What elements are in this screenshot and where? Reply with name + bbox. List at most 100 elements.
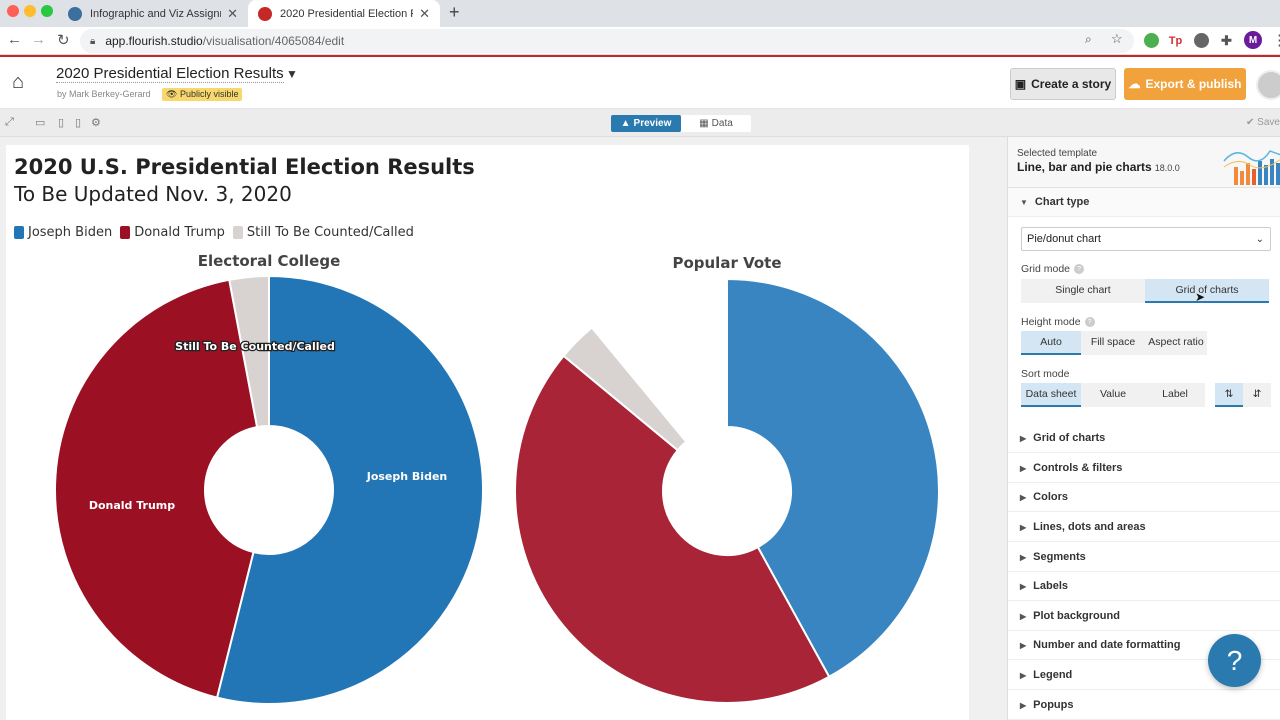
back-icon[interactable]: ←: [7, 31, 22, 48]
grid-mode-grid-of-charts[interactable]: Grid of charts: [1145, 279, 1269, 303]
caret-right-icon: ▶: [1020, 581, 1027, 591]
legend-label: Joseph Biden: [28, 225, 113, 240]
section-popups[interactable]: ▶ Popups: [1008, 691, 1280, 720]
document-title[interactable]: 2020 Presidential Election Results: [56, 65, 284, 83]
section-colors[interactable]: ▶ Colors: [1008, 483, 1280, 512]
help-icon[interactable]: ?: [1074, 264, 1085, 274]
zoom-icon[interactable]: ⌕: [1085, 32, 1092, 46]
extension-icon[interactable]: [1144, 33, 1159, 48]
extension-icon[interactable]: [1194, 33, 1209, 48]
extension-tp-icon[interactable]: Tp: [1168, 34, 1183, 47]
chart-type-value: Pie/donut chart: [1027, 233, 1101, 245]
legend-item-trump[interactable]: Donald Trump: [120, 225, 225, 240]
section-label: Lines, dots and areas: [1033, 521, 1146, 533]
section-lines-dots-and-areas[interactable]: ▶ Lines, dots and areas: [1008, 513, 1280, 542]
height-mode-aspect-ratio[interactable]: Aspect ratio: [1145, 331, 1207, 355]
pie-chart-title: Popular Vote: [672, 254, 781, 272]
forward-icon[interactable]: →: [31, 31, 46, 48]
url-host: app.flourish.studio: [105, 34, 203, 48]
section-segments[interactable]: ▶ Segments: [1008, 543, 1280, 572]
sort-mode-data-sheet[interactable]: Data sheet: [1021, 383, 1081, 407]
section-label: Labels: [1033, 580, 1069, 592]
desktop-view-icon[interactable]: ▭: [35, 117, 46, 129]
help-icon[interactable]: ?: [1084, 317, 1095, 327]
url-path: /visualisation/4065084/edit: [202, 34, 345, 48]
legend-item-uncalled[interactable]: Still To Be Counted/Called: [232, 225, 414, 240]
cloud-upload-icon: ☁: [1128, 77, 1141, 91]
height-mode-label: Height mode ?: [1021, 316, 1095, 328]
create-story-label: Create a story: [1031, 77, 1112, 91]
template-info[interactable]: Selected template Line, bar and pie char…: [1008, 137, 1280, 188]
eye-icon: 👁︎: [166, 89, 180, 99]
tablet-view-icon[interactable]: ▯: [58, 117, 65, 129]
close-tab-icon[interactable]: ✕: [227, 5, 238, 21]
section-grid-of-charts[interactable]: ▶ Grid of charts: [1008, 424, 1280, 453]
maximize-window-icon[interactable]: [41, 5, 53, 17]
section-label: Popups: [1033, 699, 1074, 711]
height-mode-fill-space[interactable]: Fill space: [1081, 331, 1145, 355]
tab-data[interactable]: ▦ Data: [681, 115, 751, 132]
help-button[interactable]: ?: [1208, 634, 1261, 687]
export-publish-label: Export & publish: [1145, 77, 1242, 91]
editor-toolbar: ⤢ ▭ ▯ ▯ ⚙ ▲ Preview ▦ Data ✔ Save: [0, 109, 1280, 137]
save-status: ✔ Save: [1246, 117, 1280, 128]
pie-slice-still-to-be-counted-called[interactable]: [228, 274, 270, 429]
reload-icon[interactable]: ↻: [57, 32, 70, 49]
pie-slice-donald-trump[interactable]: [54, 278, 259, 699]
minimize-window-icon[interactable]: [24, 5, 36, 17]
caret-right-icon: ▶: [1020, 552, 1027, 562]
visibility-label: Publicly visible: [179, 89, 239, 99]
pie-slice-still-to-be-counted-called[interactable]: [562, 326, 688, 452]
mobile-view-icon[interactable]: ▯: [75, 117, 82, 129]
height-mode-auto[interactable]: Auto: [1021, 331, 1081, 355]
section-plot-background[interactable]: ▶ Plot background: [1008, 602, 1280, 631]
browser-tab-election[interactable]: 2020 Presidential Election Resu ✕: [248, 0, 440, 27]
expand-icon[interactable]: ⤢: [5, 116, 14, 128]
sort-mode-label[interactable]: Label: [1145, 383, 1205, 407]
pie-slice-joseph-biden[interactable]: [215, 274, 484, 705]
grid-mode-single-chart[interactable]: Single chart: [1021, 279, 1145, 303]
browser-tab-infographic[interactable]: Infographic and Viz Assignment ✕: [58, 0, 248, 27]
chevron-down-icon[interactable]: ▼: [286, 67, 298, 81]
export-publish-button[interactable]: ☁ Export & publish: [1124, 68, 1246, 100]
settings-gear-icon[interactable]: ⚙: [91, 117, 101, 129]
chart-preview: 2020 U.S. Presidential Election Results …: [6, 145, 969, 720]
browser-menu-icon[interactable]: ⋮: [1272, 32, 1280, 49]
profile-avatar[interactable]: M: [1244, 31, 1262, 49]
user-avatar[interactable]: [1256, 70, 1280, 100]
sort-descending-icon[interactable]: ⇵: [1243, 383, 1271, 407]
legend-swatch: [120, 226, 131, 239]
visibility-badge[interactable]: 👁︎ Publicly visible: [162, 88, 243, 101]
close-tab-icon[interactable]: ✕: [419, 5, 430, 21]
caret-right-icon: ▶: [1020, 463, 1027, 473]
url-field[interactable]: 🔒︎ app.flourish.studio/visualisation/406…: [80, 29, 1134, 53]
save-status-label: Save: [1257, 117, 1280, 128]
new-tab-button[interactable]: +: [449, 2, 460, 22]
create-story-button[interactable]: ▣ Create a story: [1010, 68, 1116, 100]
tab-preview[interactable]: ▲ Preview: [611, 115, 681, 132]
preview-canvas: 2020 U.S. Presidential Election Results …: [0, 137, 1007, 720]
height-mode-group: Auto Fill space Aspect ratio: [1021, 331, 1207, 355]
home-icon[interactable]: ⌂: [12, 71, 25, 93]
pie-chart-title: Electoral College: [198, 252, 341, 270]
section-label: Chart type: [1034, 196, 1090, 208]
legend-item-biden[interactable]: Joseph Biden: [14, 225, 112, 240]
close-window-icon[interactable]: [7, 5, 19, 17]
chart-subtitle: To Be Updated Nov. 3, 2020: [14, 182, 292, 206]
pie-slice-donald-trump[interactable]: [514, 354, 831, 704]
section-chart-type[interactable]: ▼ Chart type: [1008, 188, 1280, 217]
chart-type-select[interactable]: Pie/donut chart ⌄: [1021, 227, 1271, 251]
sort-mode-value[interactable]: Value: [1081, 383, 1145, 407]
bookmark-star-icon[interactable]: ☆: [1111, 31, 1123, 46]
section-label: Legend: [1033, 669, 1073, 681]
section-controls-filters[interactable]: ▶ Controls & filters: [1008, 454, 1280, 483]
puzzle-icon[interactable]: ✚: [1221, 32, 1232, 48]
legend-swatch: [232, 226, 243, 239]
legend-swatch: [14, 226, 24, 239]
template-label: Selected template: [1017, 148, 1098, 159]
pie-slice-joseph-biden[interactable]: [726, 277, 940, 679]
section-labels[interactable]: ▶ Labels: [1008, 572, 1280, 601]
sort-ascending-icon[interactable]: ⇅: [1215, 383, 1243, 407]
height-mode-label-text: Height mode: [1021, 316, 1081, 328]
template-thumbnail: [1220, 143, 1280, 185]
